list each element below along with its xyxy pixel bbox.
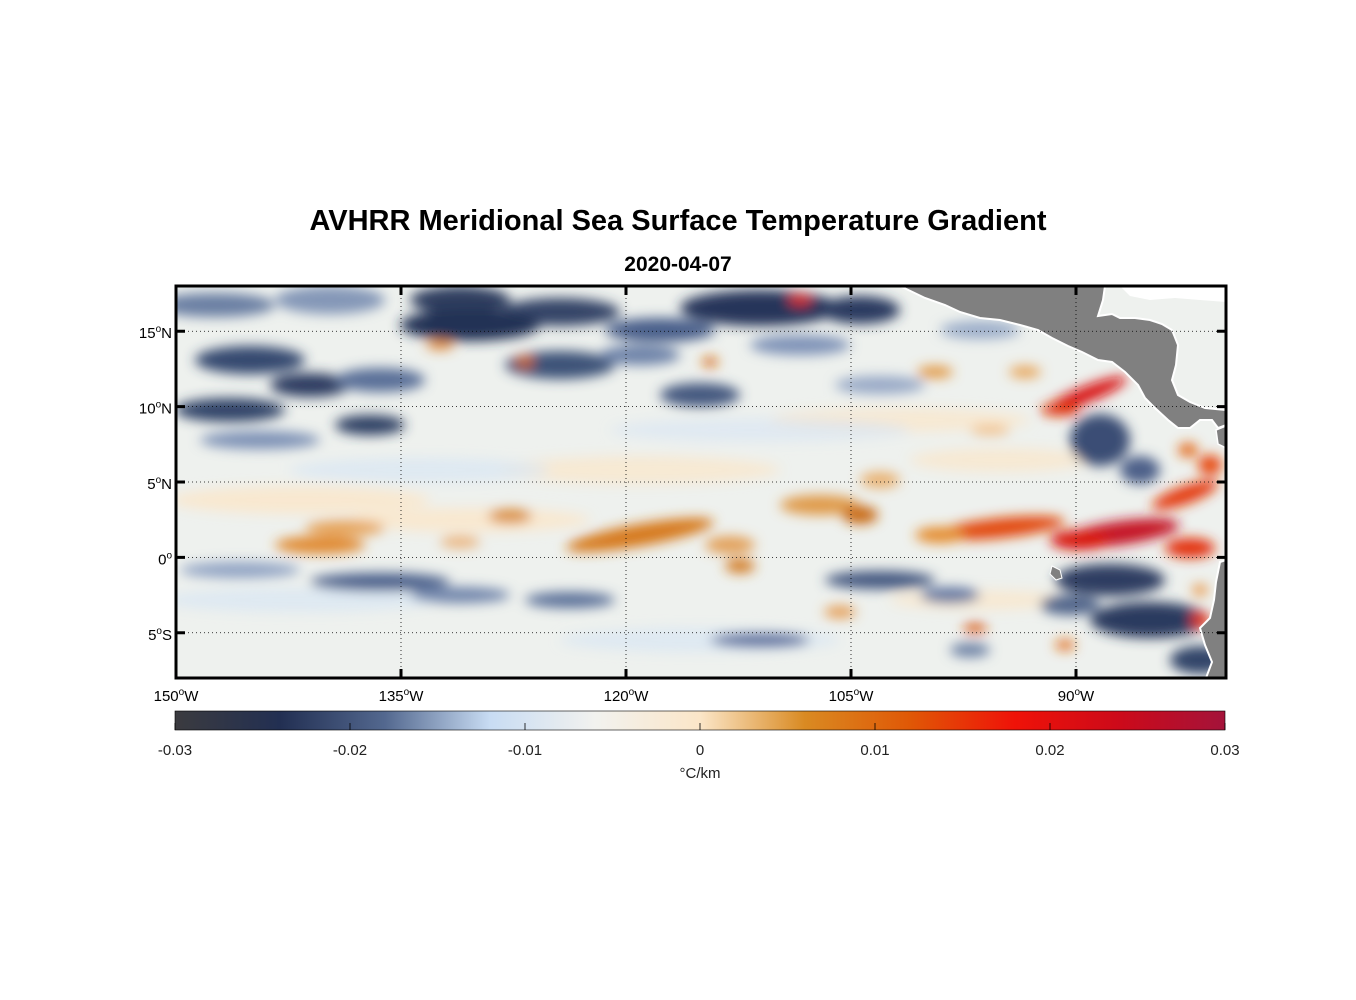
colorbar-tick-label: -0.02 (333, 742, 367, 759)
colorbar-tick-label: 0.02 (1035, 742, 1064, 759)
x-tick-label: 90oW (1058, 687, 1095, 705)
colorbar-tick-label: 0.03 (1210, 742, 1239, 759)
x-tick-label: 120oW (604, 687, 650, 705)
colorbar-tick-label: -0.01 (508, 742, 542, 759)
colorbar-tick-label: -0.03 (158, 742, 192, 759)
map-title: AVHRR Meridional Sea Surface Temperature… (309, 205, 1047, 237)
y-tick-label: 15oN (139, 324, 172, 342)
x-tick-label: 105oW (829, 687, 875, 705)
y-tick-label: 5oN (147, 475, 172, 493)
colorbar-tick-label: 0.01 (860, 742, 889, 759)
map-subtitle: 2020-04-07 (624, 253, 732, 276)
y-tick-label: 0o (158, 550, 172, 568)
land-masses (899, 286, 1226, 678)
axis-ticks: 150oW 135oW 120oW 105oW 90oW 15oN 10oN 5oN 0o 5oS (139, 286, 1226, 705)
colorbar-tick-label: 0 (696, 742, 704, 759)
x-tick-label: 135oW (379, 687, 425, 705)
colorbar-unit-label: °C/km (680, 765, 721, 782)
x-tick-label: 150oW (154, 687, 200, 705)
y-tick-label: 10oN (139, 400, 172, 418)
graticule (176, 286, 1226, 678)
colorbar-ticks: -0.03 -0.02 -0.01 0 0.01 0.02 0.03 (158, 723, 1240, 759)
y-tick-label: 5oS (148, 626, 172, 644)
